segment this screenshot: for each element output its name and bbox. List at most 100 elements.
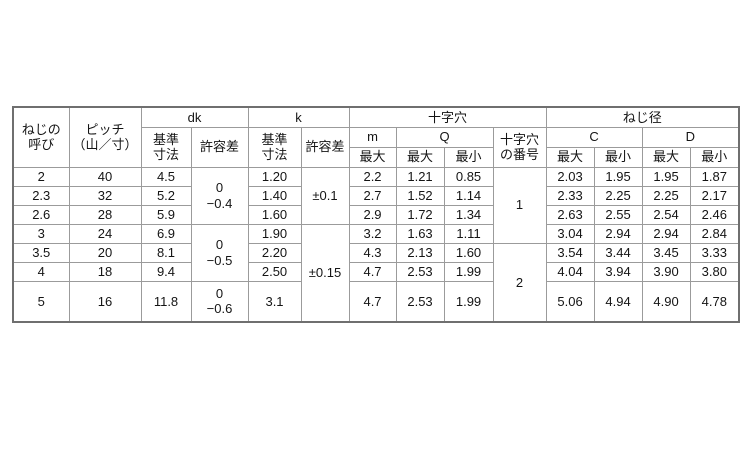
header-q: Q [395,126,494,148]
cell-dk-basic: 4.5 [140,166,192,187]
spec-row-2: 2 40 4.5 0 −0.4 1.20 ±0.1 2.2 1.21 0.85 … [12,166,740,244]
header-d: D [641,126,740,148]
cell-k-basic: 1.40 [247,185,302,206]
cell-q-max: 1.72 [395,204,445,225]
cell-screw-call: 2.3 [12,185,70,206]
cell-k-basic: 2.20 [247,242,302,263]
cell-c-min: 2.25 [593,185,643,206]
cell-c-max: 2.33 [545,185,595,206]
cell-q-min: 1.60 [443,242,494,263]
header-m: m [348,126,397,148]
cell-dk-basic: 8.1 [140,242,192,263]
cell-recess-number: 2 [492,242,547,323]
spec-row-2-3: 2.3 32 5.2 1.40 2.7 1.52 1.14 2.33 2.25 … [12,185,740,206]
cell-k-tolerance: ±0.1 [300,166,350,225]
cell-pitch: 40 [68,166,142,187]
cell-screw-call: 2.6 [12,204,70,225]
cell-c-min: 1.95 [593,166,643,187]
header-c-max: 最大 [545,146,595,168]
cell-q-max: 2.53 [395,261,445,282]
cell-c-max: 5.06 [545,280,595,323]
cell-q-min: 1.11 [443,223,494,244]
cell-pitch: 28 [68,204,142,225]
header-group-dk: dk [140,106,249,128]
cell-screw-call: 5 [12,280,70,323]
spec-row-5: 5 16 11.8 0 −0.6 3.1 4.7 2.53 1.99 5.06 … [12,280,740,323]
cell-dk-tolerance: 0 −0.6 [190,280,249,323]
header-screw-call: ねじの 呼び [12,106,70,168]
header-row-sub: 基準 寸法 許容差 基準 寸法 許容差 m Q 十字穴 の番号 C D [13,126,740,168]
cell-q-min: 1.34 [443,204,494,225]
cell-q-min: 1.99 [443,280,494,323]
cell-pitch: 18 [68,261,142,282]
header-row-groups: ねじの 呼び ピッチ （山／寸） dk k 十字穴 ねじ径 [12,106,740,168]
cell-c-max: 4.04 [545,261,595,282]
cell-d-min: 4.78 [689,280,740,323]
cell-d-max: 3.45 [641,242,691,263]
screw-spec-table: ねじの 呼び ピッチ （山／寸） dk k 十字穴 ねじ径 基準 寸法 許容差 … [12,106,741,323]
cell-d-min: 1.87 [689,166,740,187]
header-d-min: 最小 [689,146,740,168]
cell-c-min: 3.44 [593,242,643,263]
cell-d-max: 2.54 [641,204,691,225]
cell-d-min: 2.17 [689,185,740,206]
cell-q-max: 1.63 [395,223,445,244]
header-row-maxmin: 最大 最大 最小 最大 最小 最大 最小 [13,146,740,168]
cell-c-min: 2.55 [593,204,643,225]
cell-dk-tolerance: 0 −0.5 [190,223,249,282]
cell-m-max: 2.7 [348,185,397,206]
header-k-tolerance: 許容差 [300,126,350,168]
cell-d-max: 3.90 [641,261,691,282]
cell-dk-basic: 5.2 [140,185,192,206]
cell-d-min: 3.33 [689,242,740,263]
cell-m-max: 2.2 [348,166,397,187]
cell-dk-tolerance: 0 −0.4 [190,166,249,225]
header-dk-basic-dim: 基準 寸法 [140,126,192,168]
header-d-max: 最大 [641,146,691,168]
header-c-min: 最小 [593,146,643,168]
header-m-max: 最大 [348,146,397,168]
cell-q-min: 1.14 [443,185,494,206]
cell-c-min: 2.94 [593,223,643,244]
cell-pitch: 16 [68,280,142,323]
header-group-thread-dia: ねじ径 [545,106,740,128]
spec-row-3: 3 24 6.9 0 −0.5 1.90 ±0.15 3.2 1.63 1.11… [12,223,740,323]
cell-c-max: 2.03 [545,166,595,187]
cell-dk-basic: 9.4 [140,261,192,282]
header-c: C [545,126,643,148]
cell-d-max: 1.95 [641,166,691,187]
cell-m-max: 4.7 [348,280,397,323]
cell-c-max: 2.63 [545,204,595,225]
cell-d-min: 2.84 [689,223,740,244]
cell-k-basic: 3.1 [247,280,302,323]
cell-q-min: 1.99 [443,261,494,282]
header-recess-number: 十字穴 の番号 [492,126,547,168]
cell-pitch: 24 [68,223,142,244]
cell-d-max: 2.94 [641,223,691,244]
header-k-basic-dim: 基準 寸法 [247,126,302,168]
header-pitch: ピッチ （山／寸） [68,106,142,168]
spec-row-3-5: 3.5 20 8.1 2.20 4.3 2.13 1.60 2 3.54 3.4… [12,242,740,323]
cell-k-basic: 2.50 [247,261,302,282]
cell-pitch: 20 [68,242,142,263]
cell-c-min: 4.94 [593,280,643,323]
cell-c-max: 3.04 [545,223,595,244]
cell-screw-call: 2 [12,166,70,187]
cell-q-max: 2.53 [395,280,445,323]
spec-row-4: 4 18 9.4 2.50 4.7 2.53 1.99 4.04 3.94 3.… [12,261,740,282]
cell-k-basic: 1.90 [247,223,302,244]
cell-m-max: 4.3 [348,242,397,263]
cell-d-min: 3.80 [689,261,740,282]
header-dk-tolerance: 許容差 [190,126,249,168]
cell-dk-basic: 11.8 [140,280,192,323]
cell-dk-basic: 5.9 [140,204,192,225]
cell-m-max: 2.9 [348,204,397,225]
cell-pitch: 32 [68,185,142,206]
header-q-min: 最小 [443,146,494,168]
header-group-cross-recess: 十字穴 [348,106,547,128]
cell-d-min: 2.46 [689,204,740,225]
cell-q-max: 1.52 [395,185,445,206]
spec-row-2-6: 2.6 28 5.9 1.60 2.9 1.72 1.34 2.63 2.55 … [12,204,740,225]
cell-m-max: 4.7 [348,261,397,282]
